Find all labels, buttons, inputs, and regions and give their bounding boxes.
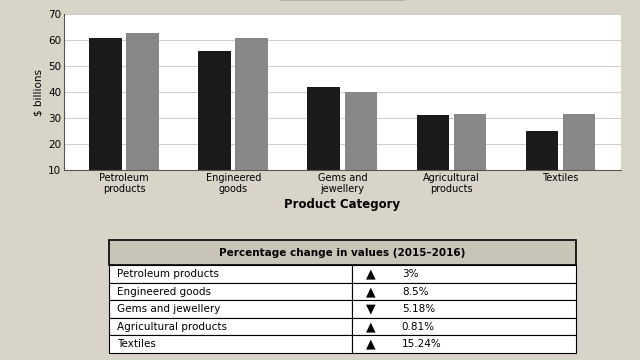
FancyBboxPatch shape xyxy=(109,240,576,265)
Bar xyxy=(307,87,340,196)
FancyBboxPatch shape xyxy=(109,318,352,335)
Bar xyxy=(563,114,595,196)
FancyBboxPatch shape xyxy=(352,300,576,318)
FancyBboxPatch shape xyxy=(352,335,576,353)
FancyBboxPatch shape xyxy=(352,265,576,283)
Bar xyxy=(127,32,159,196)
FancyBboxPatch shape xyxy=(109,283,352,300)
Y-axis label: $ billions: $ billions xyxy=(34,69,44,116)
Text: Percentage change in values (2015–2016): Percentage change in values (2015–2016) xyxy=(220,248,465,257)
Text: Agricultural products: Agricultural products xyxy=(117,321,227,332)
Text: ▲: ▲ xyxy=(365,267,375,280)
Text: Petroleum products: Petroleum products xyxy=(117,269,219,279)
Bar xyxy=(90,38,122,196)
Text: 15.24%: 15.24% xyxy=(402,339,442,349)
Text: 0.81%: 0.81% xyxy=(402,321,435,332)
Bar xyxy=(454,114,486,196)
Bar xyxy=(236,38,268,196)
Text: ▲: ▲ xyxy=(365,338,375,351)
Text: Textiles: Textiles xyxy=(117,339,156,349)
Text: Gems and jewellery: Gems and jewellery xyxy=(117,304,220,314)
FancyBboxPatch shape xyxy=(109,265,352,283)
Text: ▼: ▼ xyxy=(365,302,375,315)
FancyBboxPatch shape xyxy=(352,318,576,335)
Bar xyxy=(198,51,231,196)
Bar xyxy=(525,131,559,196)
Text: ▲: ▲ xyxy=(365,285,375,298)
Bar xyxy=(417,116,449,196)
X-axis label: Product Category: Product Category xyxy=(284,198,401,211)
Text: 5.18%: 5.18% xyxy=(402,304,435,314)
Text: 8.5%: 8.5% xyxy=(402,287,428,297)
FancyBboxPatch shape xyxy=(109,335,352,353)
FancyBboxPatch shape xyxy=(352,283,576,300)
FancyBboxPatch shape xyxy=(109,300,352,318)
Bar xyxy=(344,92,378,196)
Text: 3%: 3% xyxy=(402,269,419,279)
Text: Engineered goods: Engineered goods xyxy=(117,287,211,297)
Text: ▲: ▲ xyxy=(365,320,375,333)
